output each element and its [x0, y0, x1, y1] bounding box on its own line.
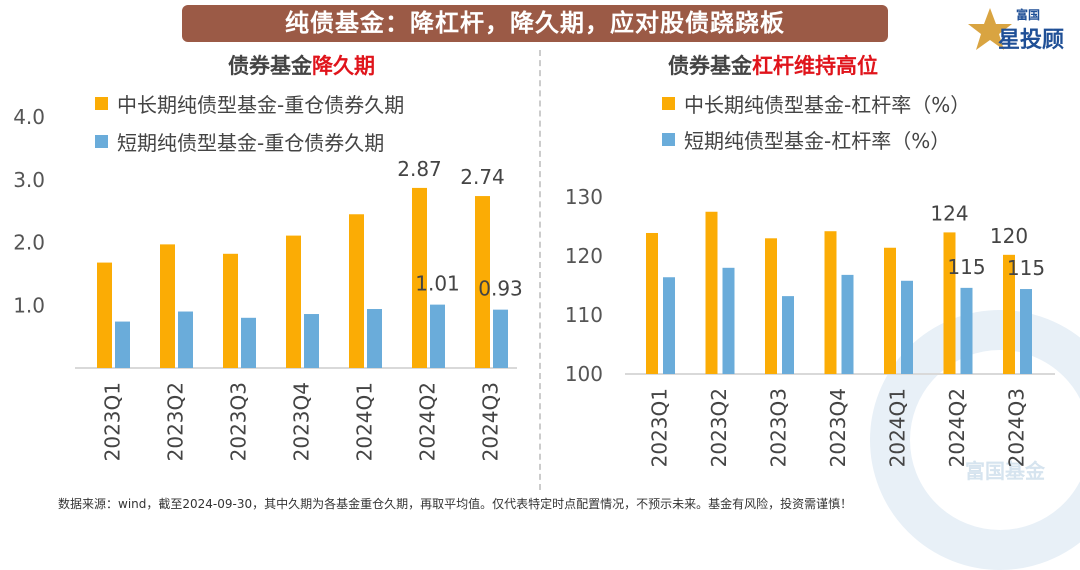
divider: [539, 50, 541, 490]
bar-orange: [475, 196, 490, 368]
legend-label: 短期纯债型基金-重仓债券久期: [117, 131, 384, 155]
bar-blue: [782, 296, 794, 374]
star-logo-icon: [968, 8, 1012, 50]
x-tick-label: 2024Q1: [886, 388, 910, 467]
bar-blue: [1020, 289, 1032, 374]
data-label: 0.93: [478, 277, 523, 301]
bar-blue: [901, 280, 913, 374]
legend-swatch: [662, 97, 675, 110]
logo: 富国 星投顾: [968, 4, 1078, 54]
legend-swatch: [95, 97, 108, 110]
bar-orange: [1003, 254, 1015, 374]
data-label: 115: [1007, 256, 1045, 280]
data-label: 124: [930, 201, 968, 225]
y-tick-label: 120: [565, 244, 603, 268]
y-tick-label: 2.0: [13, 231, 45, 255]
data-label: 120: [990, 224, 1028, 248]
bar-orange: [705, 211, 718, 374]
x-tick-label: 2024Q1: [353, 382, 377, 461]
footer-note: 数据来源：wind，截至2024-09-30，其中久期为各基金重仓久期，再取平均…: [58, 497, 853, 511]
bar-orange: [943, 232, 956, 374]
x-tick-label: 2023Q4: [826, 388, 850, 467]
bar-blue: [178, 311, 193, 368]
bar-blue: [841, 274, 854, 374]
data-label: 115: [947, 255, 985, 279]
bar-blue: [241, 317, 256, 368]
watermark-text: 富国基金: [965, 459, 1045, 483]
y-tick-label: 1.0: [13, 293, 45, 317]
x-tick-label: 2023Q2: [707, 388, 731, 467]
x-tick-label: 2023Q2: [164, 382, 188, 461]
bar-orange: [412, 187, 427, 368]
bar-blue: [430, 304, 445, 368]
bar-orange: [824, 231, 837, 374]
charts-svg: 1.0 2.0 3.0 4.0 中长期纯债型基金-重仓债券久期短期纯债型基金-重仓债券久…: [13, 93, 1055, 467]
x-tick-label: 2023Q1: [101, 382, 125, 461]
bar-orange: [223, 253, 238, 368]
y-tick-label: 100: [565, 362, 603, 386]
bar-orange: [884, 247, 896, 374]
bar-blue: [493, 309, 508, 368]
legend-swatch: [662, 133, 675, 146]
logo-top: 富国: [1016, 8, 1041, 22]
x-tick-label: 2024Q2: [416, 382, 440, 461]
bar-orange: [765, 238, 777, 374]
bar-blue: [367, 309, 382, 368]
y-tick-label: 4.0: [13, 105, 45, 129]
data-label: 1.01: [415, 272, 460, 296]
y-tick-label: 130: [565, 185, 603, 209]
bar-blue: [663, 277, 675, 374]
legend-swatch: [95, 135, 108, 148]
bar-blue: [722, 267, 735, 374]
bar-orange: [160, 244, 175, 368]
y-tick-label: 3.0: [13, 168, 45, 192]
x-tick-label: 2024Q2: [945, 388, 969, 467]
x-tick-label: 2023Q4: [290, 382, 314, 461]
right-chart-title: 债券基金杠杆维持高位: [668, 54, 878, 78]
legend-label: 中长期纯债型基金-杠杆率（%）: [684, 93, 970, 117]
data-label: 2.87: [397, 157, 442, 181]
bar-blue: [304, 314, 319, 368]
bar-blue: [960, 287, 973, 374]
data-label: 2.74: [460, 165, 505, 189]
x-tick-label: 2023Q3: [227, 382, 251, 461]
left-chart-title: 债券基金降久期: [228, 54, 375, 78]
x-tick-label: 2023Q3: [767, 388, 791, 467]
page-title: 纯债基金：降杠杆，降久期，应对股债跷跷板: [182, 5, 888, 42]
x-tick-label: 2023Q1: [648, 388, 672, 467]
bar-orange: [349, 214, 364, 368]
bar-orange: [286, 235, 301, 368]
legend-label: 中长期纯债型基金-重仓债券久期: [117, 93, 404, 117]
bar-blue: [115, 321, 130, 368]
x-tick-label: 2024Q3: [479, 382, 503, 461]
legend-label: 短期纯债型基金-杠杆率（%）: [684, 129, 950, 153]
bar-orange: [646, 232, 658, 374]
logo-main: 星投顾: [998, 28, 1065, 53]
bar-orange: [97, 262, 112, 368]
y-tick-label: 110: [565, 303, 603, 327]
x-tick-label: 2024Q3: [1005, 388, 1029, 467]
